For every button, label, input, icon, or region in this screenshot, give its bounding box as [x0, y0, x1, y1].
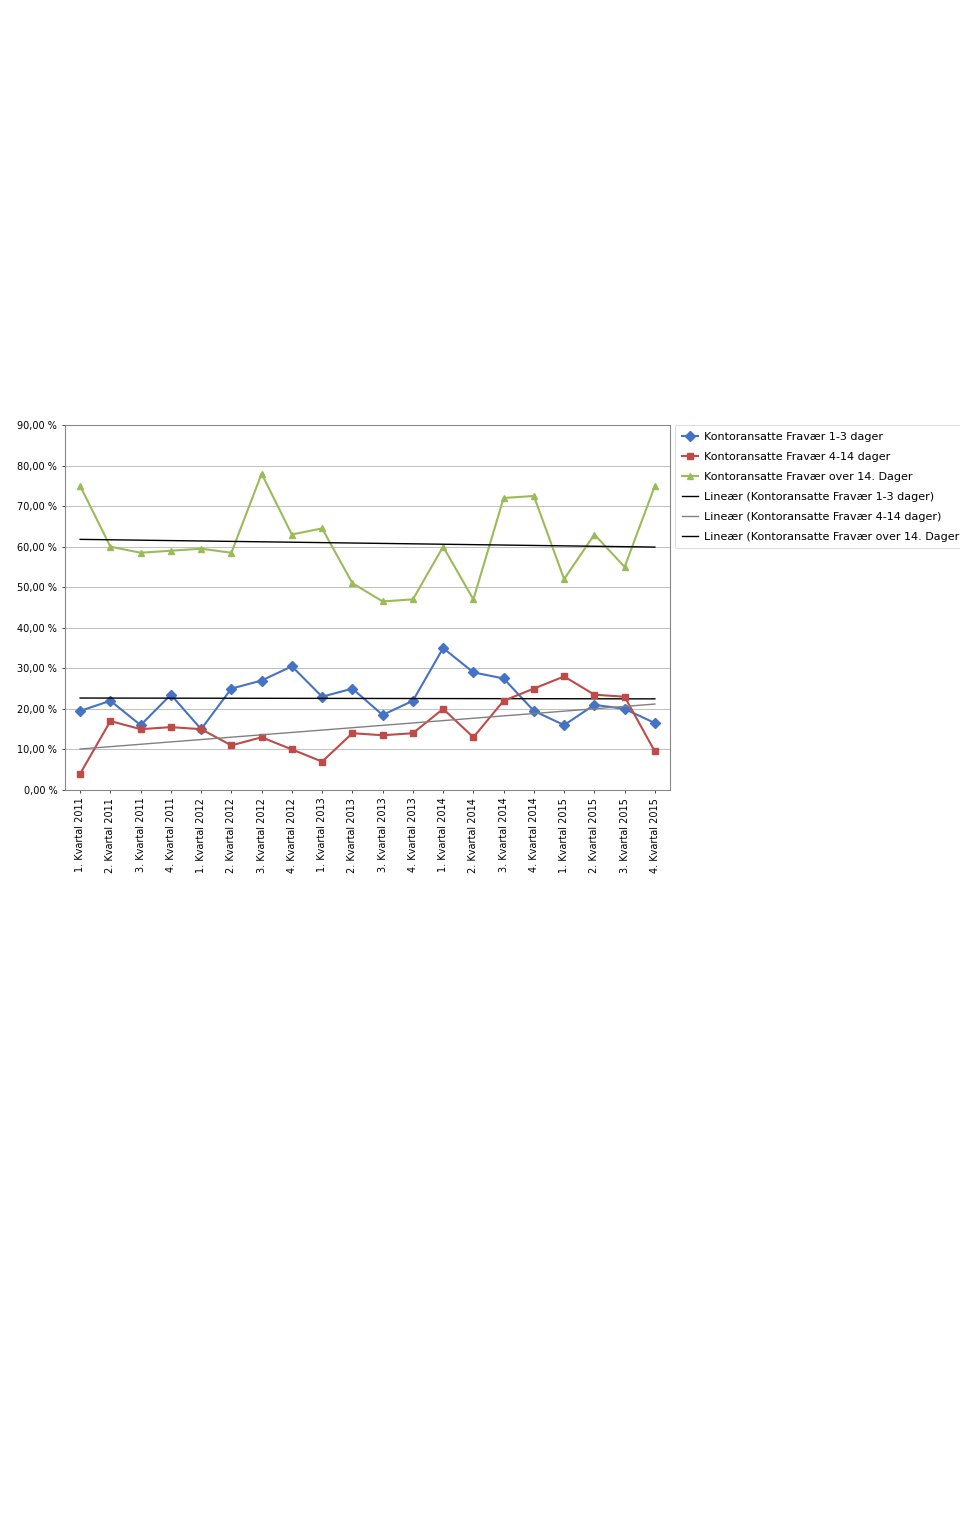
Legend: Kontoransatte Fravær 1-3 dager, Kontoransatte Fravær 4-14 dager, Kontoransatte F: Kontoransatte Fravær 1-3 dager, Kontoran… — [675, 426, 960, 549]
